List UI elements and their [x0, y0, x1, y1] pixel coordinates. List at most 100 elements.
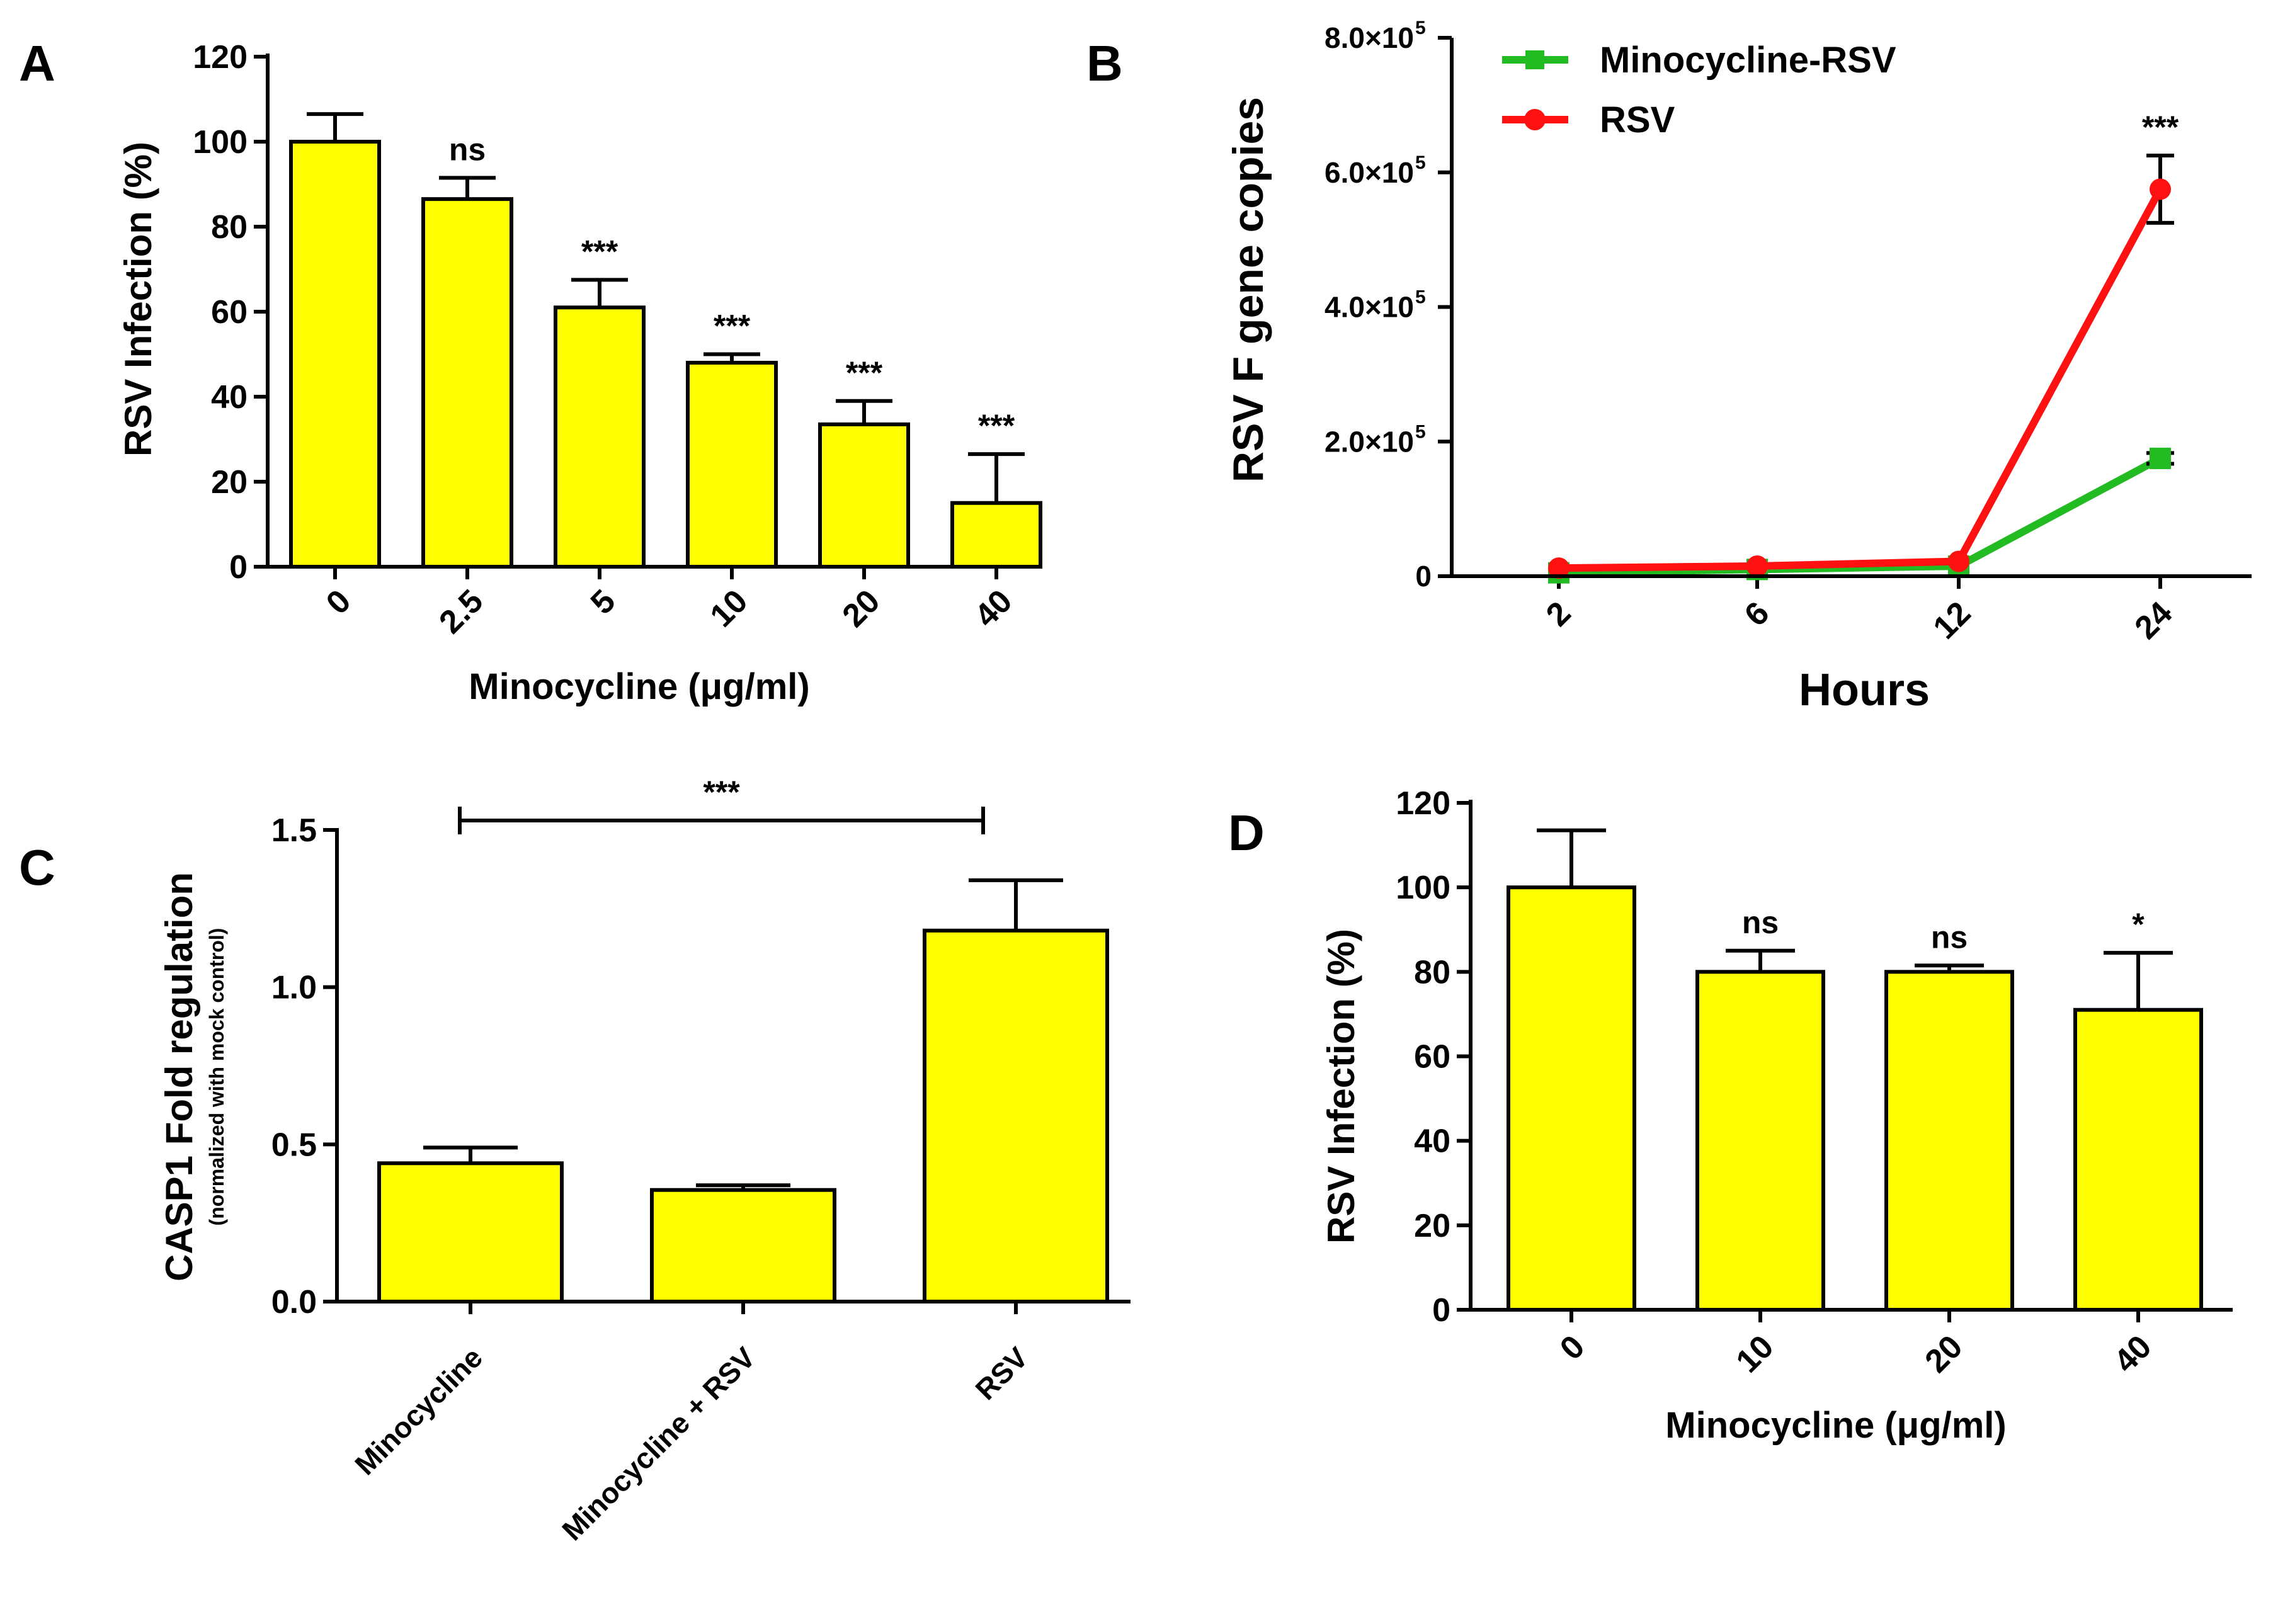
series-line-minocycline-rsv: [1558, 455, 2162, 577]
x-tick-label: 24: [2128, 594, 2180, 646]
y-tick-label: 0.0: [271, 1284, 317, 1320]
panel-a-y-axis-label: RSV Infection (%): [117, 142, 159, 457]
bar-5: [554, 305, 646, 569]
significance-label: ns: [1931, 919, 1968, 955]
x-tick-label: 40: [2107, 1328, 2159, 1380]
significance-label: ns: [449, 132, 486, 167]
panel-d: D RSV Infection (%) 0 20 40 60 80 100 120 0 10 n…: [1228, 785, 2233, 1446]
bar-0: [289, 140, 381, 569]
x-tick-label: 20: [836, 582, 887, 634]
y-tick-exponent: 5: [1415, 287, 1426, 308]
panel-c: C CASP1 Fold regulation (normalized with…: [19, 775, 1131, 1547]
x-tick-label: 5: [584, 582, 622, 621]
panel-d-x-axis-label: Minocycline (μg/ml): [1665, 1405, 2006, 1446]
panel-b-label: B: [1086, 35, 1123, 91]
x-tick-label: 0: [1553, 1328, 1592, 1366]
y-tick-label: 0: [229, 549, 248, 586]
y-tick-exponent: 5: [1415, 18, 1426, 38]
panel-b-legend: Minocycline-RSV RSV: [1502, 40, 1896, 140]
point-rsv: [1548, 557, 1569, 579]
panel-d-y-axis-label: RSV Infection (%): [1320, 929, 1362, 1244]
bar-10: [686, 361, 778, 569]
x-tick-label: 10: [1729, 1328, 1781, 1380]
panel-c-significance-bracket: ***: [458, 775, 985, 834]
bar-rsv: [923, 928, 1109, 1303]
panel-b-y-ticks: 02.0×10 54.0×10 56.0×10 58.0×10 5: [1324, 18, 1452, 593]
panel-b: B RSV F gene copies 02.0×10 54.0×10 56.0×1…: [1086, 18, 2252, 715]
x-tick-label: Minocycline + RSV: [555, 1341, 761, 1547]
bar-40: [2073, 1008, 2203, 1312]
bar-40: [950, 501, 1042, 569]
significance-label: ***: [714, 309, 751, 344]
y-tick-label: 2.0×10: [1324, 425, 1414, 458]
point-rsv: [1948, 550, 1969, 572]
series-line-rsv: [1558, 187, 2164, 572]
x-tick-label: 2.5: [432, 582, 490, 640]
bar-minocycline: [377, 1161, 564, 1303]
significance-label: ***: [581, 234, 618, 269]
y-tick-label: 60: [1414, 1039, 1450, 1076]
x-tick-label: 12: [1927, 594, 1978, 646]
x-tick-label: Minocycline: [348, 1341, 489, 1481]
panel-b-series: 2 6 12 24 ***: [1539, 110, 2180, 646]
x-tick-label: 2: [1539, 594, 1578, 633]
bar-2-5: [421, 197, 513, 569]
x-tick-label: 10: [704, 582, 755, 634]
y-tick-label: 0: [1415, 560, 1432, 593]
y-tick-label: 100: [1396, 870, 1450, 906]
x-tick-label: 6: [1738, 594, 1776, 633]
y-tick-label: 20: [211, 464, 248, 501]
legend-label-rsv: RSV: [1600, 99, 1675, 140]
panel-a-bars: 0 2.5 ns 5 *** 10 *** 20 *** 40 ***: [289, 112, 1042, 641]
panel-a-y-ticks: 0 20 40 60 80 100 120: [193, 39, 268, 586]
y-tick-exponent: 5: [1415, 152, 1426, 173]
bar-20: [1884, 970, 2014, 1312]
x-tick-label: 20: [1918, 1328, 1970, 1380]
x-tick-label: 0: [319, 582, 358, 621]
panel-c-label: C: [19, 839, 55, 895]
panel-c-y-ticks: 0.0 0.5 1.0 1.5: [271, 812, 337, 1320]
bar-20: [818, 422, 910, 569]
significance-label: ns: [1742, 905, 1779, 940]
y-tick-label: 120: [1396, 785, 1450, 822]
bracket-significance-label: ***: [703, 775, 740, 810]
y-tick-exponent: 5: [1415, 421, 1426, 442]
panel-c-y-axis-sublabel: (normalized with mock control): [205, 928, 228, 1226]
panel-b-x-axis-label: Hours: [1799, 665, 1930, 715]
panel-d-y-ticks: 0 20 40 60 80 100 120: [1396, 785, 1471, 1329]
bar-10: [1695, 970, 1825, 1312]
y-tick-label: 6.0×10: [1324, 156, 1414, 189]
legend-marker-minocycline-rsv: [1525, 50, 1544, 69]
x-tick-label: RSV: [969, 1341, 1034, 1406]
y-tick-label: 8.0×10: [1324, 21, 1414, 54]
x-tick-label: 40: [968, 582, 1020, 634]
legend-marker-rsv: [1524, 109, 1546, 130]
panel-a: A RSV Infection (%) 0 20 40 60 80 100 120 0 2.5…: [19, 35, 1042, 707]
panel-c-y-axis-label: CASP1 Fold regulation: [158, 872, 200, 1281]
bar-minocycline-rsv: [650, 1188, 836, 1304]
y-tick-label: 40: [1414, 1123, 1450, 1160]
panel-c-bars: Minocycline Minocycline + RSV RSV: [348, 878, 1109, 1547]
point-rsv: [2150, 178, 2171, 200]
y-tick-label: 120: [193, 39, 248, 76]
legend-label-minocycline-rsv: Minocycline-RSV: [1600, 40, 1896, 81]
point-rsv: [1746, 555, 1768, 577]
significance-label: *: [2132, 907, 2145, 942]
y-tick-label: 100: [193, 124, 248, 161]
panel-d-label: D: [1228, 805, 1265, 861]
y-tick-label: 80: [1414, 954, 1450, 991]
y-tick-label: 4.0×10: [1324, 291, 1414, 324]
y-tick-label: 1.0: [271, 970, 317, 1006]
y-tick-label: 1.5: [271, 812, 317, 849]
y-tick-label: 0: [1432, 1292, 1450, 1329]
y-tick-label: 40: [211, 379, 248, 416]
significance-label: ***: [978, 408, 1015, 443]
panel-b-y-axis-label: RSV F gene copies: [1224, 97, 1272, 482]
panel-a-x-axis-label: Minocycline (μg/ml): [469, 666, 809, 707]
y-tick-label: 20: [1414, 1208, 1450, 1244]
panel-d-bars: 0 10 ns 20 ns 40 *: [1507, 828, 2203, 1380]
panel-a-label: A: [19, 35, 55, 91]
bar-0: [1507, 885, 1636, 1312]
significance-label: ***: [846, 355, 883, 390]
